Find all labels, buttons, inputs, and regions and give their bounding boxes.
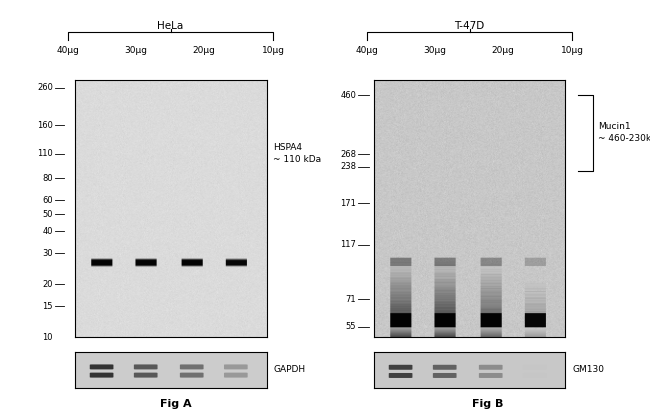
FancyBboxPatch shape [479, 365, 502, 370]
Text: 30μg: 30μg [423, 46, 446, 55]
FancyBboxPatch shape [90, 372, 114, 378]
Text: 20: 20 [42, 280, 53, 289]
Text: 40μg: 40μg [356, 46, 378, 55]
Text: 460: 460 [340, 91, 356, 100]
Text: 10μg: 10μg [262, 46, 285, 55]
Text: 10μg: 10μg [561, 46, 584, 55]
Text: 238: 238 [340, 163, 356, 171]
Text: Mucin1
~ 460-230kDa: Mucin1 ~ 460-230kDa [599, 122, 650, 143]
FancyBboxPatch shape [90, 365, 114, 370]
Text: Fig A: Fig A [160, 399, 191, 409]
Text: HSPA4
~ 110 kDa: HSPA4 ~ 110 kDa [273, 143, 321, 164]
Text: 268: 268 [340, 150, 356, 158]
Text: 40μg: 40μg [57, 46, 79, 55]
Text: 20μg: 20μg [192, 46, 215, 55]
FancyBboxPatch shape [433, 373, 456, 378]
FancyBboxPatch shape [224, 365, 248, 370]
FancyBboxPatch shape [479, 373, 502, 378]
Text: 10: 10 [42, 333, 53, 342]
FancyBboxPatch shape [389, 373, 413, 378]
FancyBboxPatch shape [180, 372, 203, 378]
FancyBboxPatch shape [523, 373, 547, 378]
FancyBboxPatch shape [433, 365, 456, 370]
FancyBboxPatch shape [134, 372, 157, 378]
Text: 171: 171 [340, 199, 356, 207]
Text: 110: 110 [37, 149, 53, 158]
Text: 30μg: 30μg [124, 46, 147, 55]
Text: 160: 160 [37, 121, 53, 129]
Text: 117: 117 [340, 240, 356, 249]
FancyBboxPatch shape [389, 365, 413, 370]
Text: 80: 80 [42, 173, 53, 183]
Text: 55: 55 [346, 322, 356, 331]
Text: 260: 260 [37, 83, 53, 93]
Text: 30: 30 [42, 249, 53, 258]
FancyBboxPatch shape [134, 365, 157, 370]
Text: Fig B: Fig B [472, 399, 503, 409]
Text: HeLa: HeLa [157, 21, 184, 31]
Text: 15: 15 [42, 302, 53, 311]
Text: 40: 40 [42, 227, 53, 236]
FancyBboxPatch shape [224, 372, 248, 378]
Text: 60: 60 [42, 196, 53, 204]
FancyBboxPatch shape [180, 365, 203, 370]
Text: 20μg: 20μg [491, 46, 514, 55]
Text: 50: 50 [42, 210, 53, 219]
FancyBboxPatch shape [523, 365, 547, 370]
Text: GAPDH: GAPDH [273, 365, 306, 374]
Text: GM130: GM130 [572, 365, 604, 374]
Text: T-47D: T-47D [454, 21, 485, 31]
Text: 71: 71 [345, 295, 356, 303]
